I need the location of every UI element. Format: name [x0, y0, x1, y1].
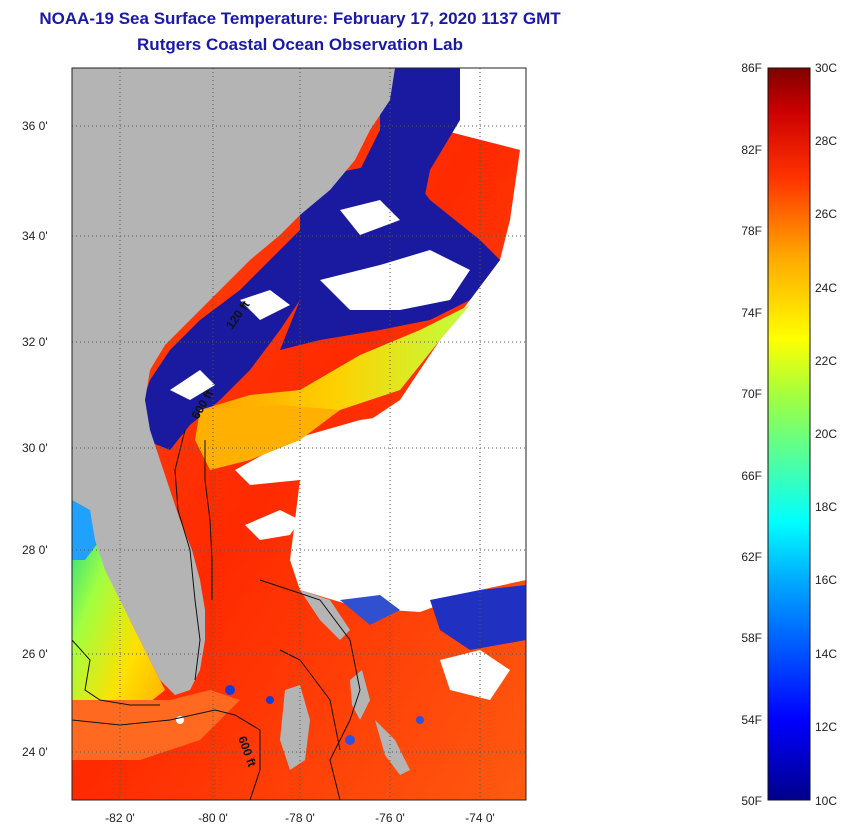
gulf-cool-edge [72, 490, 100, 560]
color-scale-bar [767, 67, 811, 801]
lon-tick-labels: -82 0' -80 0' -78 0' -76 0' -74 0' [105, 811, 495, 825]
keys-water [72, 690, 240, 760]
scale-f-62: 62F [741, 550, 762, 564]
scale-c-10: 10C [815, 794, 837, 808]
scale-c-14: 14C [815, 647, 837, 661]
lat-tick-24: 24 0' [22, 745, 48, 759]
land-mainland [72, 68, 395, 695]
scale-f-86: 86F [741, 61, 762, 75]
land-bahamas-exuma [375, 720, 410, 775]
lon-tick-82: -82 0' [105, 811, 135, 825]
lon-tick-74: -74 0' [465, 811, 495, 825]
lon-tick-78: -78 0' [285, 811, 315, 825]
cold-patch-se-2 [340, 595, 400, 625]
scale-c-28: 28C [815, 134, 837, 148]
scale-c-30: 30C [815, 61, 837, 75]
cloud-hole-4 [340, 200, 400, 235]
scale-c-26: 26C [815, 207, 837, 221]
map-subtitle: Rutgers Coastal Ocean Observation Lab [137, 35, 463, 54]
scale-c-24: 24C [815, 281, 837, 295]
scale-c-18: 18C [815, 500, 837, 514]
cold-speck [345, 735, 355, 745]
mid-temp-band-2 [195, 405, 340, 470]
cloud-hole [320, 250, 470, 310]
lat-tick-labels: 36 0' 34 0' 32 0' 30 0' 28 0' 26 0' 24 0… [22, 119, 48, 759]
lat-tick-26: 26 0' [22, 647, 48, 661]
land-bahamas-abaco [300, 590, 350, 640]
color-scale: 86F 82F 78F 74F 70F 66F 62F 58F 54F 50F … [741, 61, 837, 808]
sst-map: 36 0' 34 0' 32 0' 30 0' 28 0' 26 0' 24 0… [22, 67, 527, 825]
scale-f-50: 50F [741, 794, 762, 808]
lat-tick-30: 30 0' [22, 441, 48, 455]
fahrenheit-labels: 86F 82F 78F 74F 70F 66F 62F 58F 54F 50F [741, 61, 762, 808]
lat-tick-28: 28 0' [22, 543, 48, 557]
depth-contour-2 [259, 579, 361, 800]
scale-f-82: 82F [741, 143, 762, 157]
depth-contour-3 [72, 639, 160, 706]
scale-f-58: 58F [741, 631, 762, 645]
map-frame [71, 67, 527, 801]
cloud-patch-2 [245, 510, 300, 540]
lon-tick-80: -80 0' [198, 811, 228, 825]
scale-f-74: 74F [741, 306, 762, 320]
cold-speck [416, 716, 424, 724]
land-bahamas-eleuthera [350, 670, 370, 720]
scale-f-66: 66F [741, 469, 762, 483]
lon-tick-76: -76 0' [375, 811, 405, 825]
scale-c-16: 16C [815, 573, 837, 587]
lat-tick-34: 34 0' [22, 229, 48, 243]
scale-c-20: 20C [815, 427, 837, 441]
celsius-labels: 30C 28C 26C 24C 22C 20C 18C 16C 14C 12C … [815, 61, 837, 808]
depth-contour-4 [72, 709, 261, 800]
scale-f-78: 78F [741, 224, 762, 238]
cloud-patch [235, 400, 526, 485]
scale-c-12: 12C [815, 720, 837, 734]
mid-temp-band [200, 305, 470, 430]
cold-speck [266, 696, 274, 704]
cloud-hole-2 [240, 290, 290, 320]
scale-f-54: 54F [741, 713, 762, 727]
lat-tick-32: 32 0' [22, 335, 48, 349]
depth-contour [174, 429, 213, 681]
lat-tick-36: 36 0' [22, 119, 48, 133]
scale-c-22: 22C [815, 354, 837, 368]
cold-shelf-water-2 [280, 160, 500, 350]
cold-speck [225, 685, 235, 695]
map-title: NOAA-19 Sea Surface Temperature: Februar… [39, 9, 561, 28]
cloud-hole-3 [170, 370, 215, 400]
scale-f-70: 70F [741, 387, 762, 401]
cold-patch-se [430, 585, 526, 650]
land-bahamas-andros [280, 685, 310, 770]
map-layers [72, 68, 526, 800]
cloud-patch-se [440, 650, 510, 700]
